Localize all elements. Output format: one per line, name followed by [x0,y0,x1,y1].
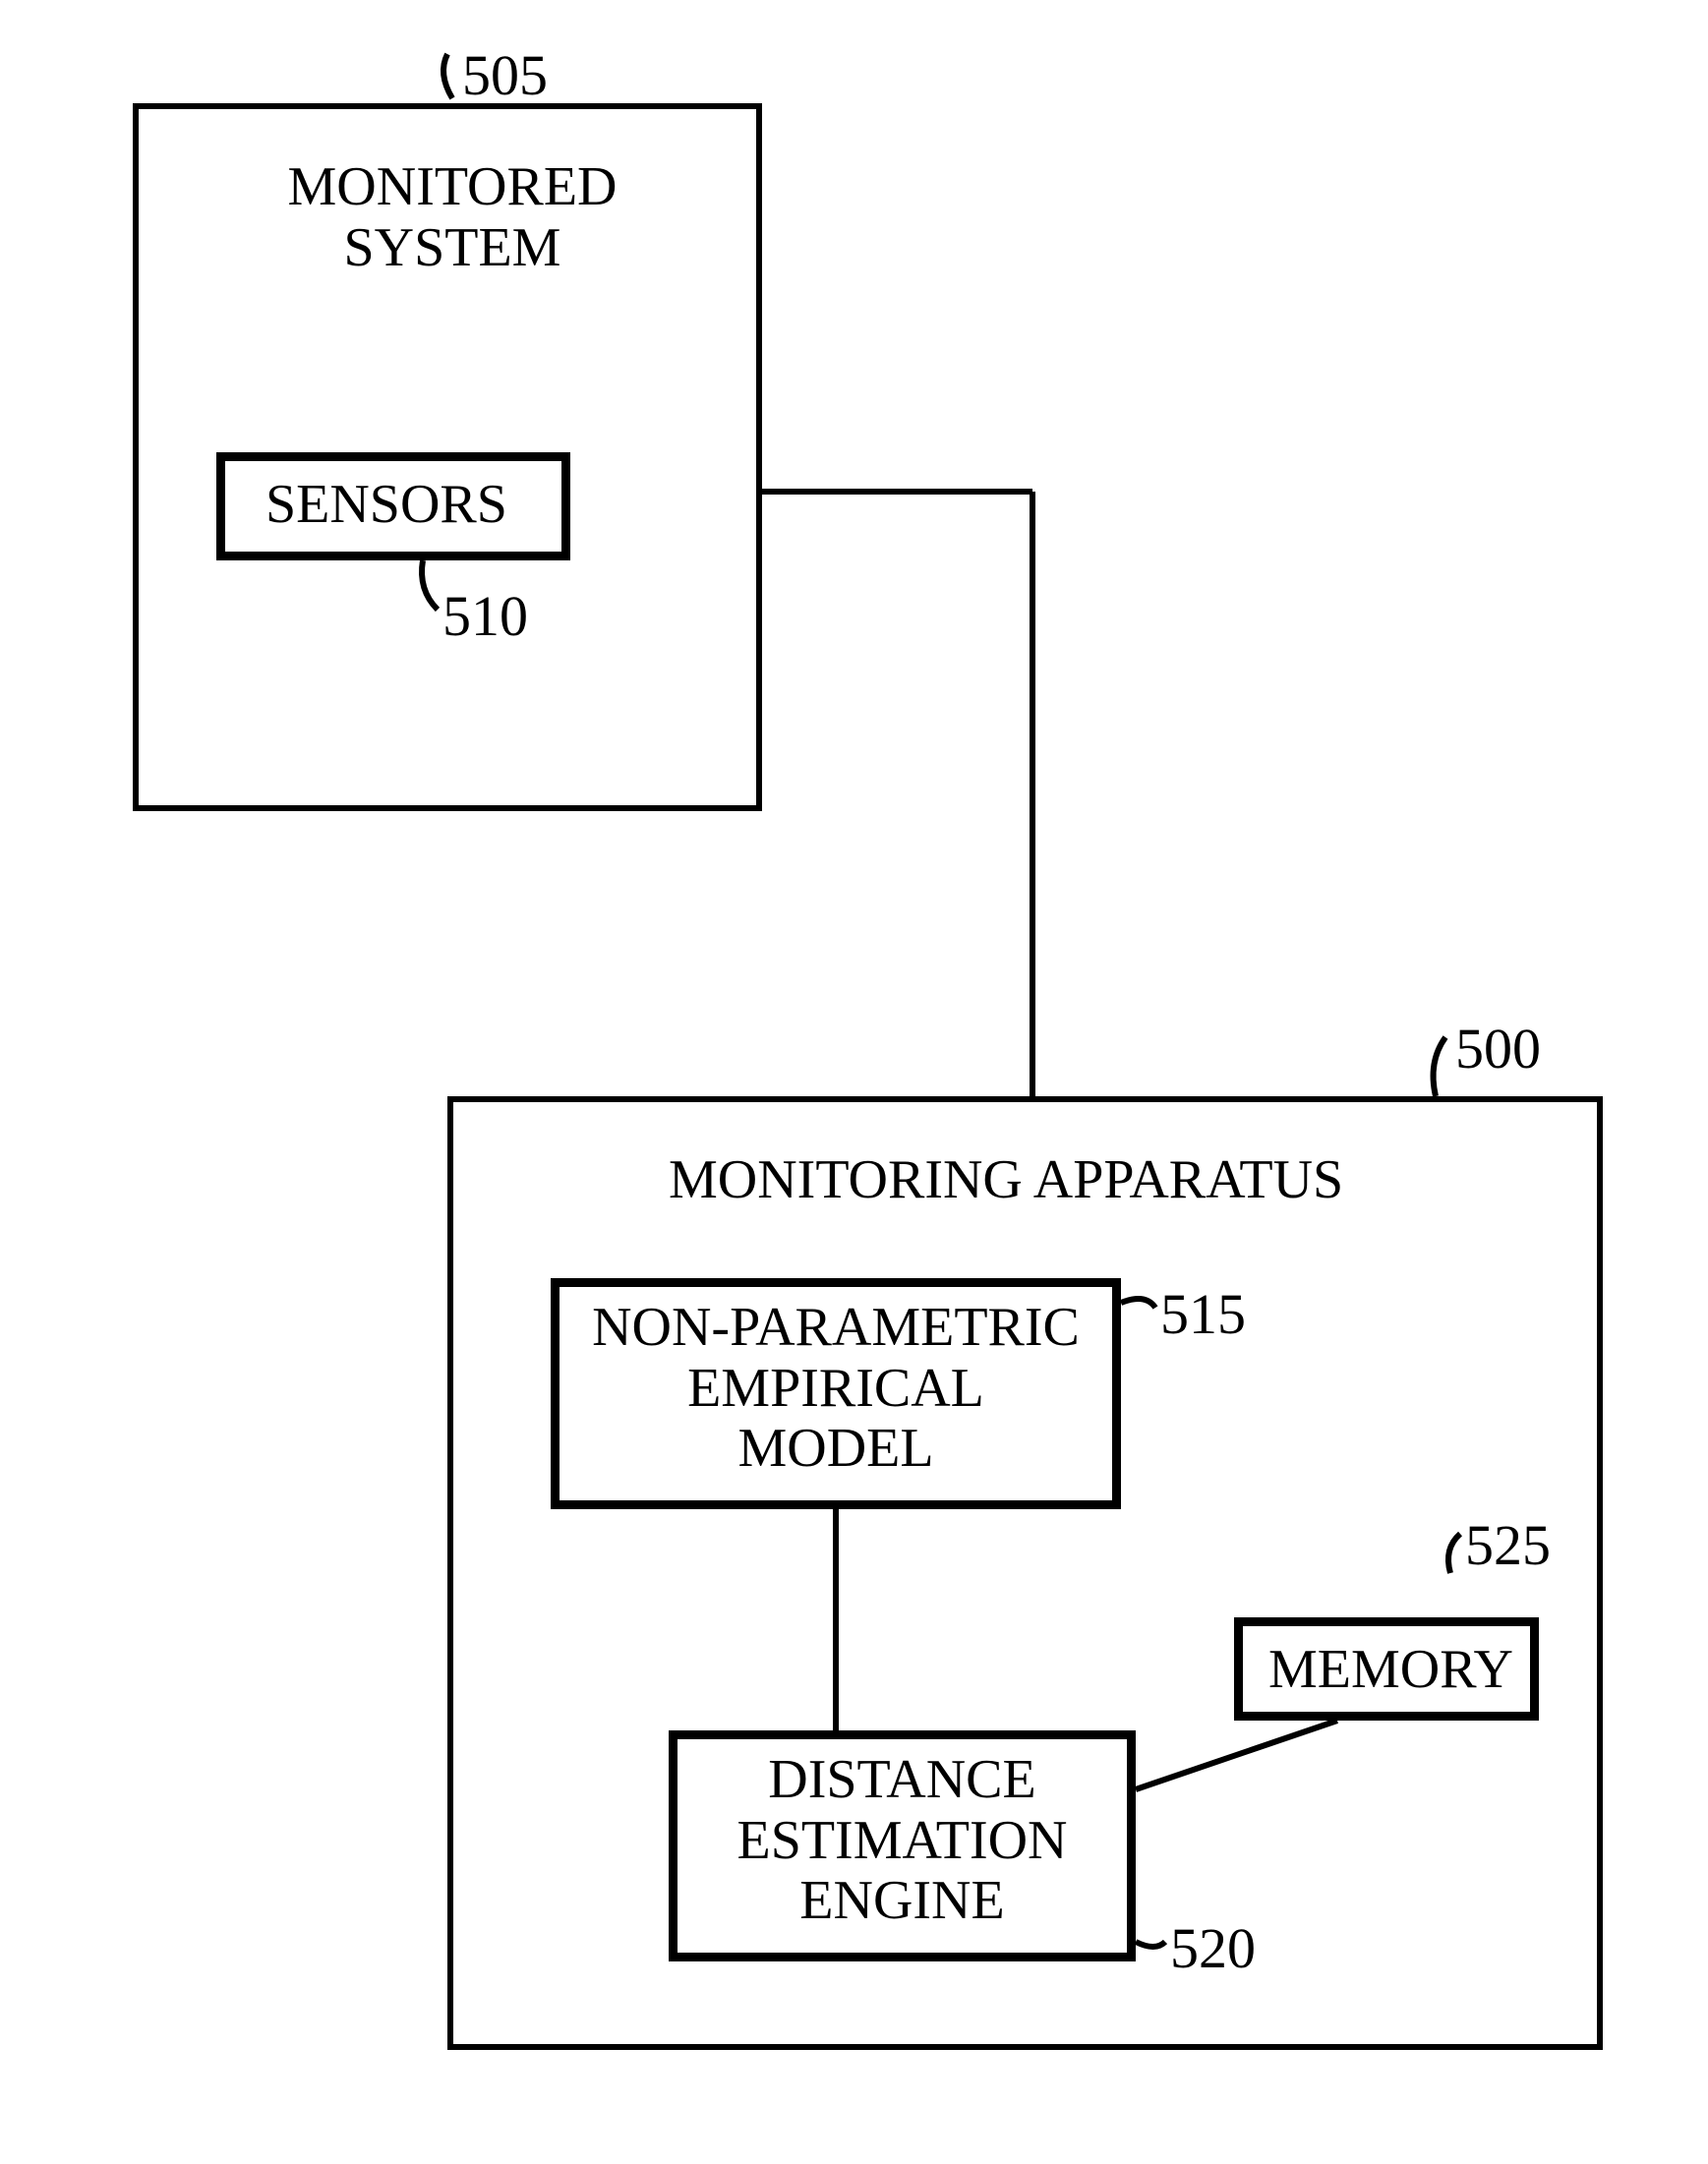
engine-label: DISTANCE ESTIMATION ENGINE [708,1750,1096,1932]
ref-520: 520 [1170,1917,1256,1980]
ref-500: 500 [1455,1018,1541,1081]
ref-505: 505 [462,44,548,107]
ref-525: 525 [1465,1514,1551,1577]
monitored-system-title: MONITORED SYSTEM [275,157,629,278]
ref-510: 510 [442,585,528,648]
memory-label: MEMORY [1268,1640,1513,1701]
diagram-canvas: MONITORED SYSTEM SENSORS MONITORING APPA… [0,0,1708,2164]
ref-515: 515 [1160,1283,1246,1346]
monitoring-apparatus-title: MONITORING APPARATUS [669,1150,1343,1211]
model-label: NON-PARAMETRIC EMPIRICAL MODEL [590,1298,1082,1480]
sensors-label: SENSORS [265,475,507,536]
